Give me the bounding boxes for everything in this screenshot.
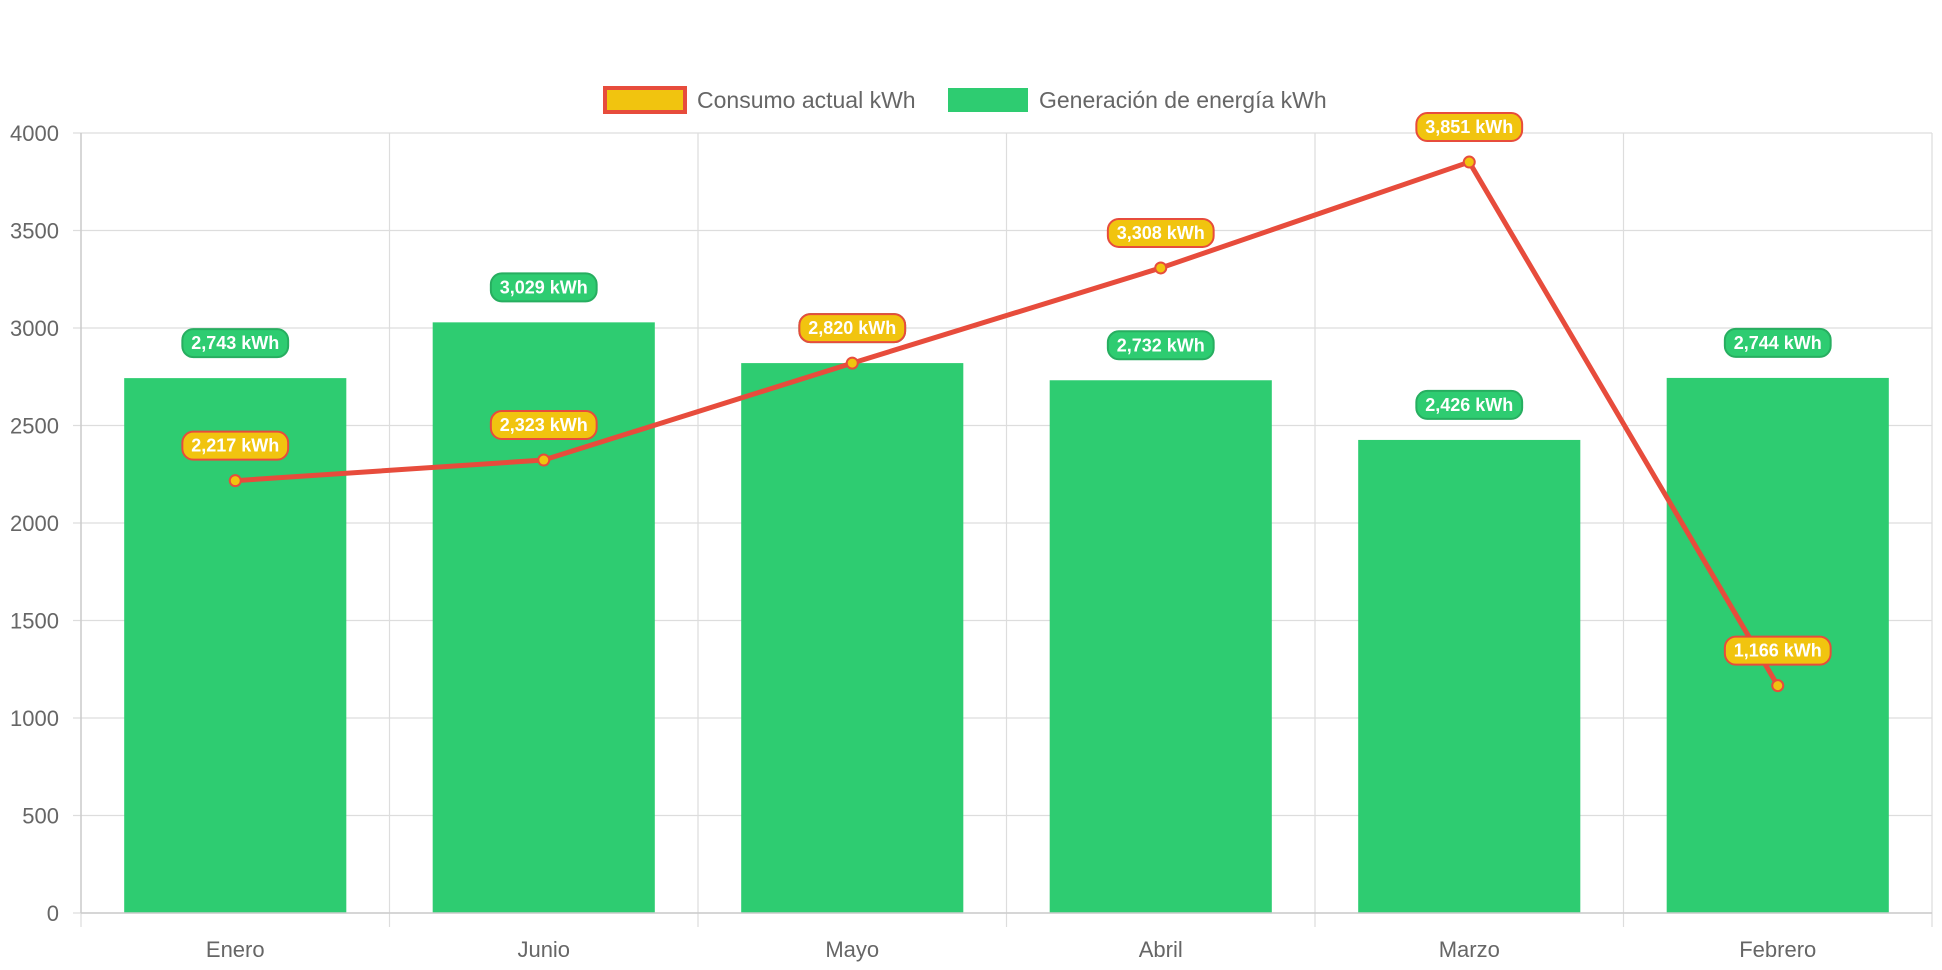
y-tick-label: 2000 <box>10 511 59 536</box>
bar-generacion <box>124 378 347 913</box>
data-label-consumo: 1,166 kWh <box>1734 641 1822 661</box>
x-tick-label: Mayo <box>825 937 879 962</box>
data-label-consumo: 3,308 kWh <box>1117 223 1205 243</box>
legend-swatch-consumo[interactable] <box>603 86 687 114</box>
y-tick-label: 4000 <box>10 121 59 146</box>
y-tick-label: 3500 <box>10 219 59 244</box>
data-label-consumo-bg <box>489 410 598 441</box>
data-label-consumo: 2,323 kWh <box>500 415 588 435</box>
legend-label-generacion[interactable]: Generación de energía kWh <box>1039 87 1327 113</box>
y-tick-label: 3000 <box>10 316 59 341</box>
line-consumo <box>235 159 1780 687</box>
point-consumo <box>537 453 551 467</box>
point-consumo <box>845 356 859 370</box>
data-label-generacion-bg <box>1723 327 1832 358</box>
legend-swatch-generacion[interactable] <box>948 88 1028 112</box>
data-label-generacion: 2,743 kWh <box>191 333 279 353</box>
data-label-generacion-bg <box>1415 389 1524 420</box>
y-tick-label: 500 <box>22 804 59 829</box>
x-tick-label: Febrero <box>1739 937 1816 962</box>
legend: Consumo actual kWh Generación de energía… <box>603 86 1327 114</box>
bar-generacion <box>1358 439 1581 913</box>
data-label-generacion: 2,744 kWh <box>1734 333 1822 353</box>
data-label-consumo: 3,851 kWh <box>1425 117 1513 137</box>
legend-label-consumo[interactable]: Consumo actual kWh <box>697 87 916 113</box>
data-label-consumo: 2,820 kWh <box>808 318 896 338</box>
line-series-layer <box>228 155 1785 693</box>
data-label-consumo-bg <box>1415 112 1524 143</box>
data-label-generacion-bg <box>181 328 290 359</box>
y-tick-label: 2500 <box>10 414 59 439</box>
x-tick-label: Enero <box>206 937 265 962</box>
grid-layer <box>73 132 1933 927</box>
data-label-generacion: 2,426 kWh <box>1425 395 1513 415</box>
data-label-consumo: 2,217 kWh <box>191 436 279 456</box>
bar-series-layer <box>124 322 1889 914</box>
y-tick-label: 1500 <box>10 609 59 634</box>
bar-generacion <box>1049 380 1272 913</box>
x-tick-label: Abril <box>1139 937 1183 962</box>
axis-layer: 0 500 1000 1500 2000 2500 3000 3500 4000 Enero Jun… <box>10 121 1932 962</box>
point-consumo <box>228 474 242 488</box>
x-tick-label: Junio <box>517 937 570 962</box>
data-label-generacion: 2,732 kWh <box>1117 335 1205 355</box>
data-label-consumo-bg <box>1106 217 1215 248</box>
point-consumo <box>1154 261 1168 275</box>
data-label-consumo-bg <box>1723 635 1832 666</box>
data-label-generacion-bg <box>489 272 598 303</box>
data-label-consumo-bg <box>798 313 907 344</box>
data-label-consumo-bg <box>181 430 290 461</box>
y-tick-label: 1000 <box>10 706 59 731</box>
data-label-layer: 2,743 kWh 3,029 kWh 2,820 kWh 2,732 kWh 2,42… <box>181 112 1832 666</box>
point-consumo <box>1771 679 1785 693</box>
bar-generacion <box>741 363 964 914</box>
x-tick-label: Marzo <box>1439 937 1500 962</box>
y-tick-label: 0 <box>47 901 59 926</box>
data-label-generacion: 3,029 kWh <box>500 277 588 297</box>
point-consumo <box>1462 155 1476 169</box>
data-label-generacion-bg <box>1106 330 1215 361</box>
